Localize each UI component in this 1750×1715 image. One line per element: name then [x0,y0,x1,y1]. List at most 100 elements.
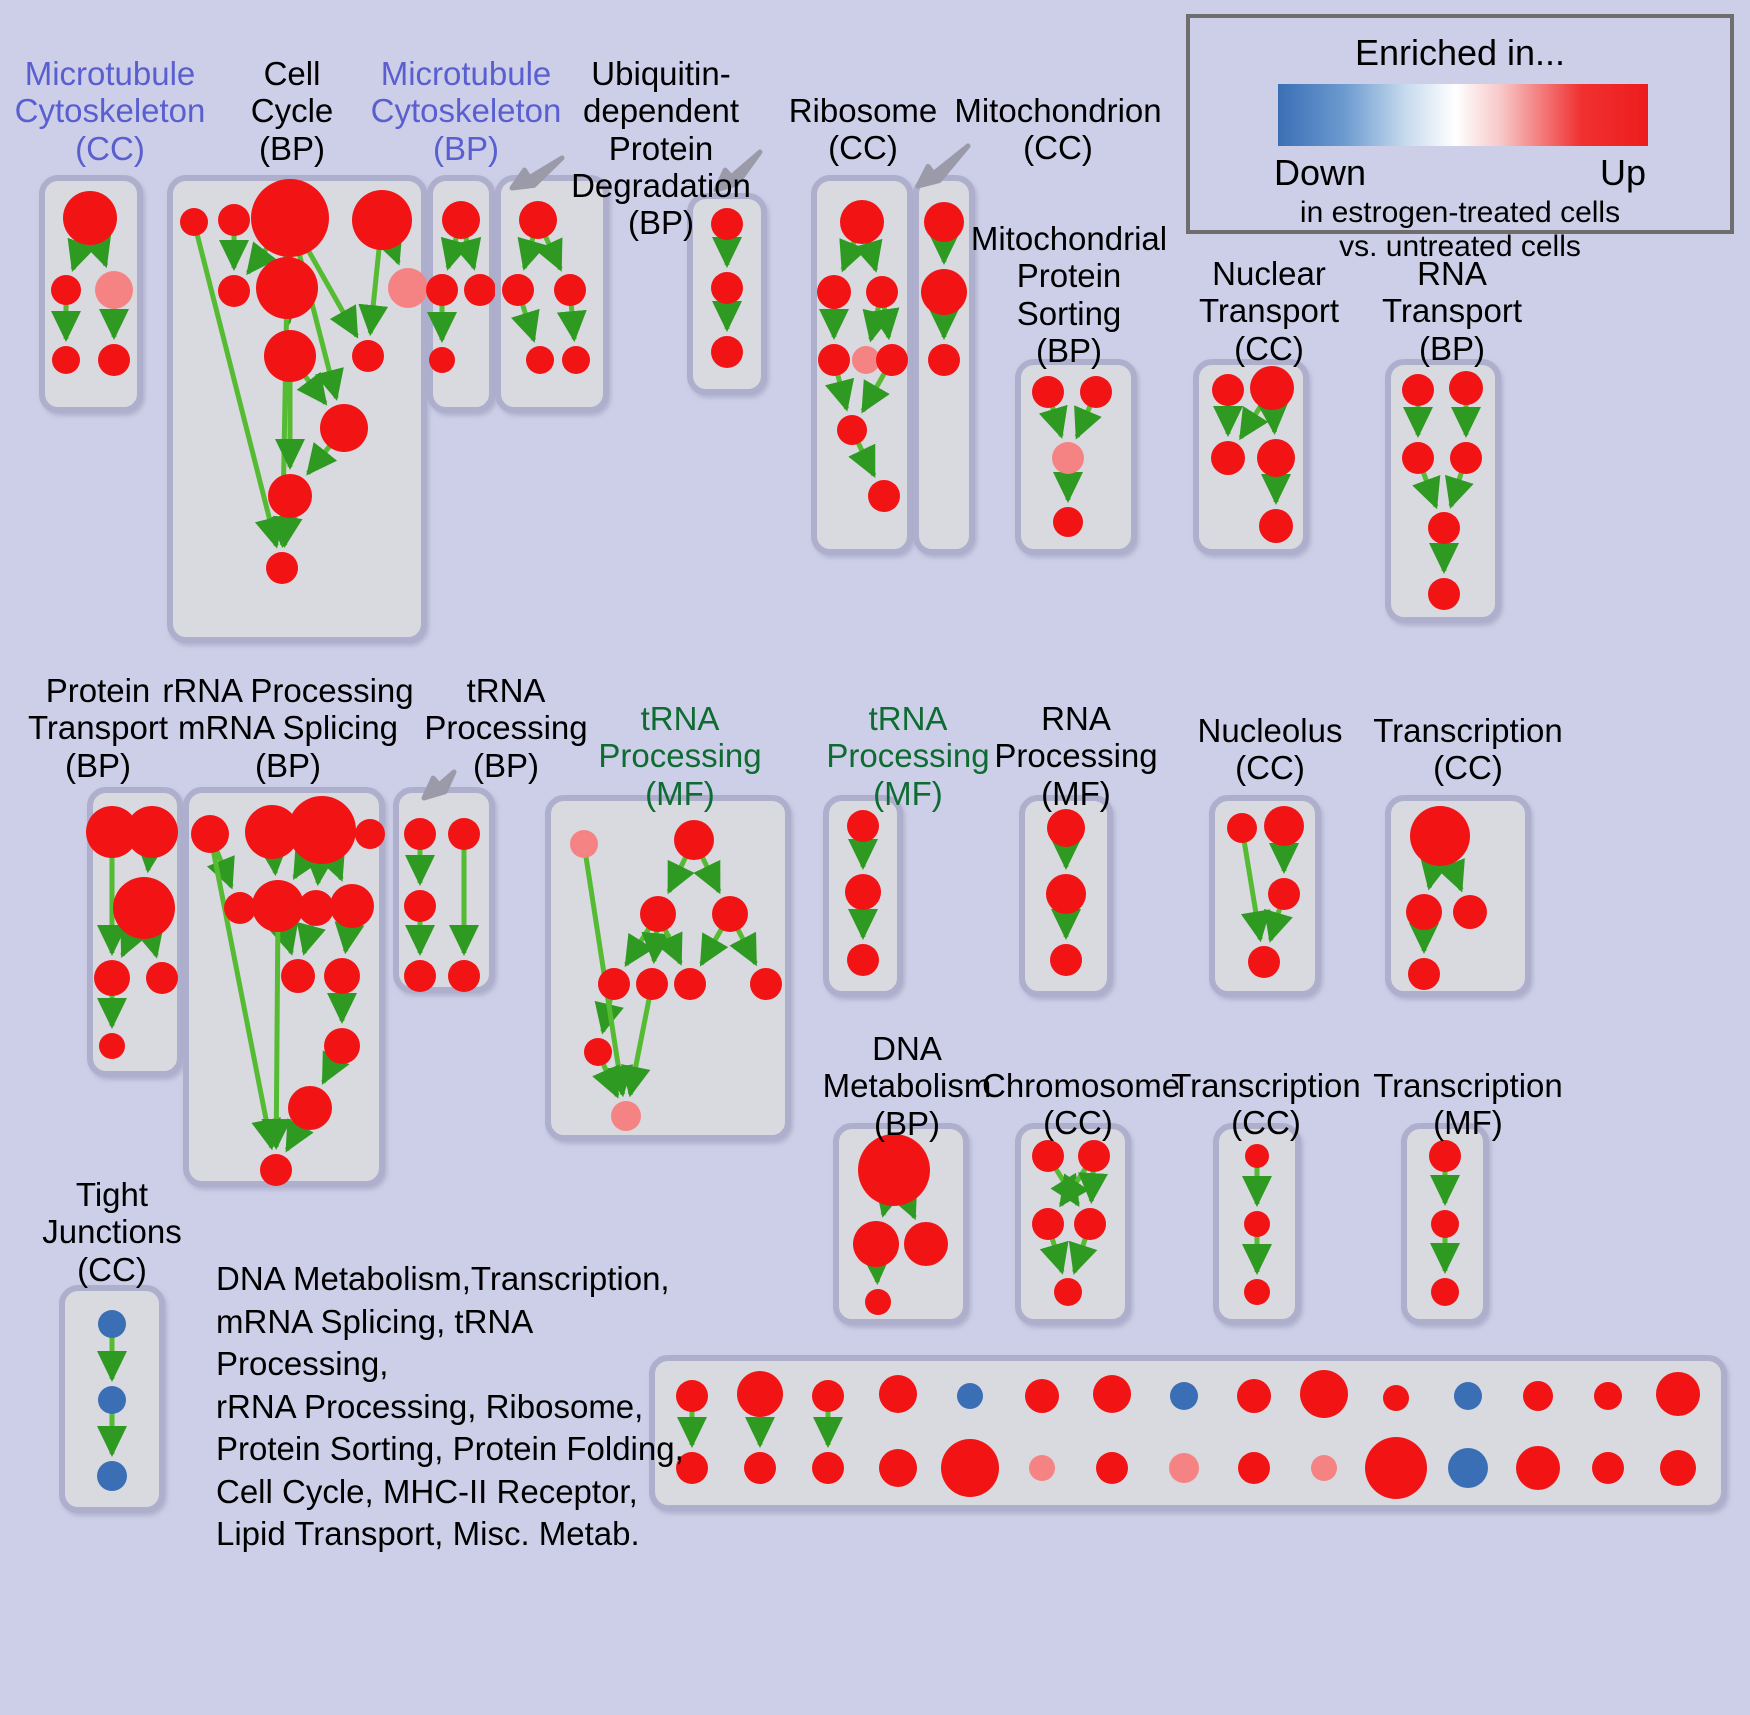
module-node[interactable] [260,1154,292,1186]
module-node[interactable] [281,959,315,993]
module-node[interactable] [1080,376,1112,408]
module-node[interactable] [1268,878,1300,910]
module-node[interactable] [98,344,130,376]
module-node[interactable] [1516,1446,1560,1490]
module-node[interactable] [388,268,428,308]
module-node[interactable] [712,896,748,932]
module-node[interactable] [1448,1448,1488,1488]
module-node[interactable] [519,201,557,239]
module-node[interactable] [845,874,881,910]
module-node[interactable] [113,877,175,939]
module-node[interactable] [1594,1382,1622,1410]
module-node[interactable] [1052,442,1084,474]
module-node[interactable] [191,815,229,853]
module-node[interactable] [674,820,714,860]
module-node[interactable] [288,1086,332,1130]
module-node[interactable] [324,1028,360,1064]
module-node[interactable] [750,968,782,1000]
module-node[interactable] [404,818,436,850]
module-node[interactable] [865,1289,891,1315]
module-node[interactable] [1245,1144,1269,1168]
module-node[interactable] [245,805,299,859]
module-node[interactable] [526,346,554,374]
module-node[interactable] [1096,1452,1128,1484]
module-node[interactable] [1169,1453,1199,1483]
module-node[interactable] [1078,1140,1110,1172]
module-node[interactable] [674,968,706,1000]
module-node[interactable] [218,275,250,307]
module-node[interactable] [1523,1381,1553,1411]
module-node[interactable] [224,892,256,924]
module-node[interactable] [847,944,879,976]
module-node[interactable] [63,191,117,245]
module-node[interactable] [442,201,480,239]
module-node[interactable] [448,818,480,850]
module-node[interactable] [1453,895,1487,929]
module-node[interactable] [1450,442,1482,474]
module-node[interactable] [879,1449,917,1487]
module-node[interactable] [1410,806,1470,866]
module-node[interactable] [256,257,318,319]
module-node[interactable] [812,1380,844,1412]
module-node[interactable] [298,890,334,926]
module-node[interactable] [1656,1372,1700,1416]
module-node[interactable] [636,968,668,1000]
module-node[interactable] [1449,371,1483,405]
module-node[interactable] [1029,1455,1055,1481]
module-node[interactable] [52,346,80,374]
module-node[interactable] [1428,578,1460,610]
module-node[interactable] [99,1033,125,1059]
module-node[interactable] [1250,366,1294,410]
module-node[interactable] [95,271,133,309]
module-node[interactable] [324,958,360,994]
module-node[interactable] [957,1383,983,1409]
module-node[interactable] [429,347,455,373]
module-node[interactable] [1264,806,1304,846]
module-node[interactable] [1053,507,1083,537]
module-node[interactable] [251,179,329,257]
module-node[interactable] [502,274,534,306]
module-node[interactable] [146,962,178,994]
module-node[interactable] [1032,1140,1064,1172]
module-node[interactable] [924,202,964,242]
module-node[interactable] [126,806,178,858]
module-node[interactable] [1592,1452,1624,1484]
module-node[interactable] [98,1386,126,1414]
module-node[interactable] [1212,374,1244,406]
module-node[interactable] [1032,1208,1064,1240]
module-node[interactable] [1406,894,1442,930]
module-node[interactable] [426,274,458,306]
module-node[interactable] [86,806,138,858]
module-node[interactable] [711,272,743,304]
module-node[interactable] [268,474,312,518]
module-node[interactable] [288,796,356,864]
module-node[interactable] [676,1380,708,1412]
module-node[interactable] [1383,1385,1409,1411]
module-node[interactable] [853,1221,899,1267]
module-node[interactable] [404,890,436,922]
module-node[interactable] [1047,809,1085,847]
module-node[interactable] [1046,874,1086,914]
module-node[interactable] [97,1461,127,1491]
module-node[interactable] [584,1038,612,1066]
module-node[interactable] [1259,509,1293,543]
module-node[interactable] [1660,1450,1696,1486]
module-node[interactable] [1025,1379,1059,1413]
module-node[interactable] [218,204,250,236]
module-node[interactable] [711,336,743,368]
module-node[interactable] [352,190,412,250]
module-node[interactable] [879,1375,917,1413]
module-node[interactable] [1454,1382,1482,1410]
module-node[interactable] [264,330,316,382]
module-node[interactable] [852,346,880,374]
module-node[interactable] [598,968,630,1000]
module-node[interactable] [98,1310,126,1338]
module-node[interactable] [837,415,867,445]
module-node[interactable] [1300,1370,1348,1418]
module-node[interactable] [464,274,496,306]
module-node[interactable] [1408,958,1440,990]
module-node[interactable] [562,346,590,374]
module-node[interactable] [1248,946,1280,978]
module-node[interactable] [1054,1278,1082,1306]
module-node[interactable] [817,275,851,309]
